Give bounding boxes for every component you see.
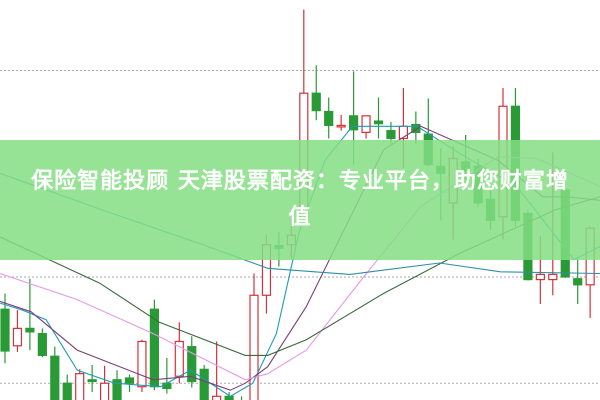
candle-down — [373, 97, 384, 139]
candle-body — [199, 368, 209, 400]
candle-body — [137, 340, 147, 388]
candle-body — [212, 395, 222, 400]
candle-up — [361, 115, 371, 139]
candle-body — [311, 92, 321, 112]
candle-up — [137, 339, 147, 392]
candle-down — [37, 328, 47, 358]
candle-body — [50, 355, 60, 400]
candle-up — [336, 114, 346, 131]
candle-body — [336, 124, 346, 128]
candle-body — [361, 115, 371, 133]
candle-body — [548, 273, 558, 281]
candle-body — [324, 110, 334, 127]
candle-down — [240, 396, 243, 400]
candle-up — [212, 341, 222, 400]
candle-up — [75, 369, 85, 400]
candle-body — [373, 120, 384, 125]
candle-body — [112, 379, 122, 400]
candle-body — [573, 278, 583, 286]
candle-down — [324, 97, 334, 139]
candle-body — [249, 294, 259, 400]
candle-down — [87, 364, 97, 392]
candle-body — [37, 332, 47, 356]
candle-down — [0, 293, 10, 364]
candle-body — [386, 130, 396, 140]
candle-down — [149, 299, 159, 391]
candle-down — [187, 336, 197, 388]
candle-down — [25, 278, 35, 351]
candle-down — [199, 364, 209, 400]
candle-body — [187, 346, 197, 383]
candle-body — [349, 115, 359, 131]
candle-body — [535, 273, 545, 281]
candle-body — [87, 379, 97, 383]
candle-body — [62, 382, 72, 400]
candle-body — [0, 308, 10, 352]
candle-body — [99, 382, 110, 400]
candle-body — [12, 327, 23, 347]
candle-up — [12, 310, 23, 352]
candle-down — [112, 370, 122, 400]
candle-body — [224, 395, 234, 400]
candle-body — [124, 377, 135, 384]
candle-body — [25, 327, 35, 333]
candle-down — [124, 374, 135, 392]
candle-down — [162, 357, 172, 394]
banner-title: 保险智能投顾 天津股票配资：专业平台，助您财富增值 — [31, 169, 569, 230]
candle-down — [311, 65, 321, 121]
candle-body — [162, 382, 172, 390]
candle-down — [50, 346, 60, 400]
candle-body — [75, 373, 85, 400]
candle-up — [249, 273, 259, 400]
candle-down — [62, 374, 72, 400]
candle-up — [99, 365, 110, 400]
candle-down — [573, 256, 583, 304]
title-banner: 保险智能投顾 天津股票配资：专业平台，助您财富增值 — [0, 140, 600, 260]
